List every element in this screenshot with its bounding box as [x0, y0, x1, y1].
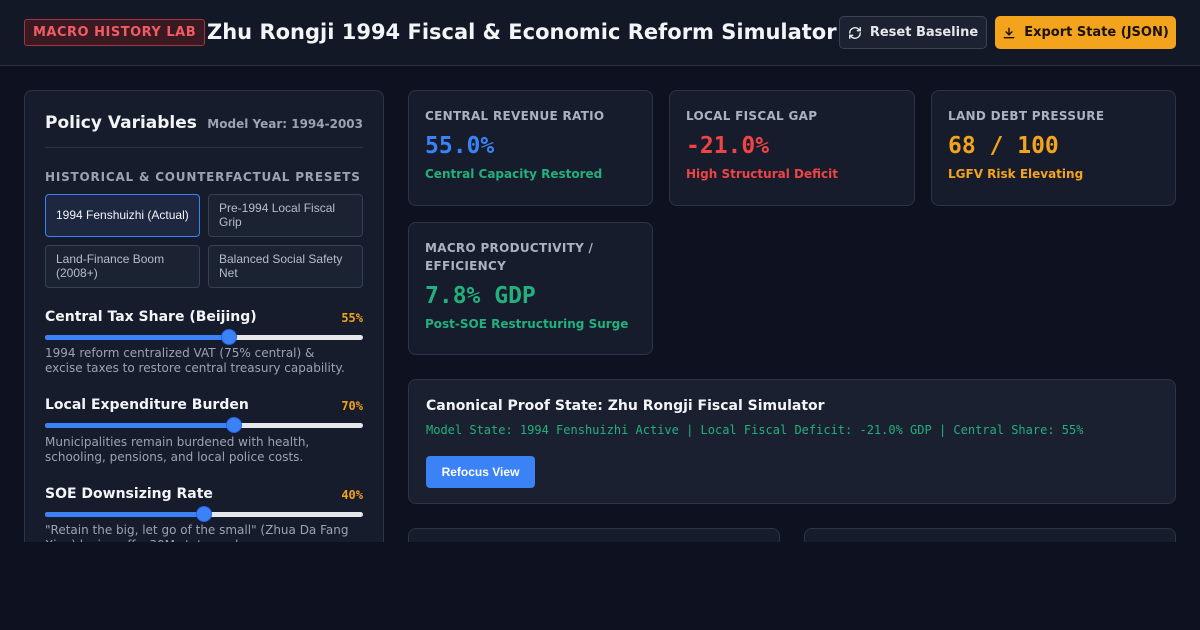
central-tax-share-slider[interactable]: [45, 329, 363, 345]
kpi-label: MACRO PRODUCTIVITY / EFFICIENCY: [425, 241, 594, 273]
preset-land-finance-boom[interactable]: Land-Finance Boom (2008+): [45, 245, 200, 288]
slider-fill: [45, 512, 204, 517]
central-tax-share-value: 55%: [341, 311, 363, 325]
local-expenditure-desc: Municipalities remain burdened with heal…: [45, 435, 310, 464]
page-title: Zhu Rongji 1994 Fiscal & Economic Reform…: [207, 20, 837, 44]
kpi-status: High Structural Deficit: [686, 167, 838, 181]
preset-1994-fenshuizhi[interactable]: 1994 Fenshuizhi (Actual): [45, 194, 200, 237]
divider: [45, 147, 363, 148]
slider-thumb[interactable]: [196, 506, 212, 522]
kpi-value: 55.0%: [425, 133, 495, 159]
proof-state-title: Canonical Proof State: Zhu Rongji Fiscal…: [426, 398, 825, 414]
presets-heading: HISTORICAL & COUNTERFACTUAL PRESETS: [45, 170, 361, 184]
lab-badge: MACRO HISTORY LAB: [24, 19, 206, 46]
panel-header: Policy Variables Model Year: 1994-2003: [45, 113, 363, 133]
slider-fill: [45, 335, 230, 340]
local-expenditure-slider[interactable]: [45, 417, 363, 433]
model-year: Model Year: 1994-2003: [207, 117, 363, 131]
kpi-value: -21.0%: [686, 133, 770, 159]
kpi-label: CENTRAL REVENUE RATIO: [425, 109, 605, 123]
kpi-value: 68 / 100: [948, 133, 1059, 159]
slider-thumb[interactable]: [226, 417, 243, 433]
slider-fill: [45, 423, 235, 428]
kpi-status: LGFV Risk Elevating: [948, 167, 1084, 181]
reset-baseline-label: Reset Baseline: [869, 25, 979, 40]
download-icon: [1002, 26, 1016, 40]
refresh-icon: [848, 26, 862, 40]
kpi-label: LOCAL FISCAL GAP: [686, 109, 818, 123]
kpi-card-local-fiscal-gap: LOCAL FISCAL GAP -21.0% High Structural …: [669, 90, 915, 206]
central-tax-share-label: Central Tax Share (Beijing): [45, 309, 257, 325]
slider-thumb[interactable]: [221, 329, 238, 345]
reset-baseline-button[interactable]: Reset Baseline: [839, 16, 987, 49]
model-state-readout: Model State: 1994 Fenshuizhi Active | Lo…: [426, 423, 1084, 437]
soe-downsizing-label: SOE Downsizing Rate: [45, 486, 213, 502]
kpi-label: LAND DEBT PRESSURE: [948, 109, 1105, 123]
export-state-button[interactable]: Export State (JSON): [995, 16, 1176, 49]
kpi-card-productivity: MACRO PRODUCTIVITY / EFFICIENCY 7.8% GDP…: [408, 222, 653, 355]
kpi-value: 7.8% GDP: [425, 283, 536, 309]
top-bar: MACRO HISTORY LAB Zhu Rongji 1994 Fiscal…: [0, 0, 1200, 66]
viewport-bottom: [0, 542, 1200, 630]
local-expenditure-value: 70%: [341, 399, 363, 413]
preset-balanced-safety-net[interactable]: Balanced Social Safety Net: [208, 245, 363, 288]
export-state-label: Export State (JSON): [1024, 25, 1169, 40]
preset-pre-1994[interactable]: Pre-1994 Local Fiscal Grip: [208, 194, 363, 237]
refocus-view-button[interactable]: Refocus View: [426, 456, 535, 488]
soe-downsizing-value: 40%: [341, 488, 363, 502]
kpi-card-central-revenue: CENTRAL REVENUE RATIO 55.0% Central Capa…: [408, 90, 653, 206]
panel-title: Policy Variables: [45, 113, 197, 133]
proof-state-panel: Canonical Proof State: Zhu Rongji Fiscal…: [408, 379, 1176, 504]
policy-variables-panel: Policy Variables Model Year: 1994-2003 H…: [24, 90, 384, 552]
local-expenditure-label: Local Expenditure Burden: [45, 397, 249, 413]
central-tax-share-desc: 1994 reform centralized VAT (75% central…: [45, 346, 345, 375]
kpi-status: Post-SOE Restructuring Surge: [425, 317, 629, 331]
kpi-card-land-debt: LAND DEBT PRESSURE 68 / 100 LGFV Risk El…: [931, 90, 1176, 206]
soe-downsizing-slider[interactable]: [45, 506, 363, 522]
kpi-status: Central Capacity Restored: [425, 167, 603, 181]
